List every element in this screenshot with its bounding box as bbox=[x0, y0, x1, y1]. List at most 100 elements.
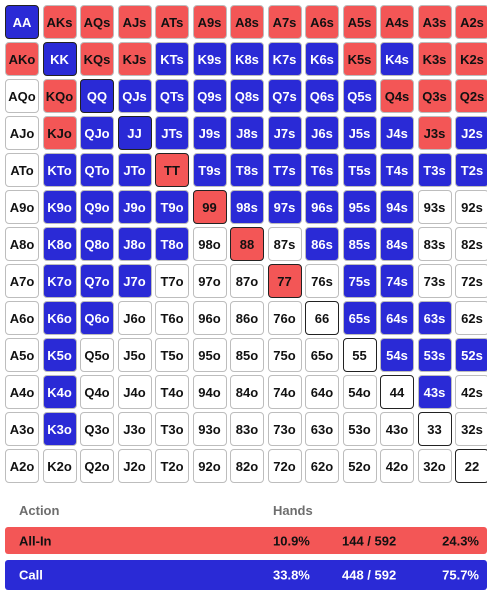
hand-cell[interactable]: 32s bbox=[455, 412, 487, 446]
hand-cell[interactable]: J6s bbox=[305, 116, 339, 150]
hand-cell[interactable]: J7s bbox=[267, 116, 302, 150]
hand-cell[interactable]: A4s bbox=[380, 5, 414, 39]
hand-cell[interactable]: T7o bbox=[155, 264, 189, 298]
hand-cell[interactable]: J9s bbox=[192, 116, 227, 150]
hand-cell[interactable]: A3o bbox=[5, 412, 39, 446]
hand-cell[interactable]: J3o bbox=[117, 412, 152, 446]
hand-cell[interactable]: JTo bbox=[117, 153, 152, 187]
hand-cell[interactable]: T4o bbox=[155, 375, 189, 409]
hand-cell[interactable]: 95s bbox=[342, 190, 377, 224]
hand-cell[interactable]: 42o bbox=[380, 449, 414, 483]
hand-cell[interactable]: ATo bbox=[5, 153, 39, 187]
hand-cell[interactable]: K4o bbox=[42, 375, 77, 409]
hand-cell[interactable]: Q7o bbox=[80, 264, 114, 298]
hand-cell[interactable]: 87o bbox=[230, 264, 264, 298]
hand-cell[interactable]: 33 bbox=[417, 412, 452, 446]
hand-cell[interactable]: 73s bbox=[417, 264, 452, 298]
hand-cell[interactable]: AJs bbox=[117, 5, 152, 39]
hand-cell[interactable]: T6o bbox=[155, 301, 189, 335]
hand-cell[interactable]: AA bbox=[5, 5, 39, 39]
hand-cell[interactable]: QQ bbox=[80, 79, 114, 113]
hand-cell[interactable]: 76o bbox=[267, 301, 302, 335]
hand-cell[interactable]: K6o bbox=[42, 301, 77, 335]
hand-cell[interactable]: 76s bbox=[305, 264, 339, 298]
hand-cell[interactable]: 53s bbox=[417, 338, 452, 372]
hand-cell[interactable]: 32o bbox=[417, 449, 452, 483]
hand-cell[interactable]: Q2s bbox=[455, 79, 487, 113]
hand-cell[interactable]: T2o bbox=[155, 449, 189, 483]
hand-cell[interactable]: 96s bbox=[305, 190, 339, 224]
hand-cell[interactable]: QJs bbox=[117, 79, 152, 113]
hand-cell[interactable]: T5s bbox=[342, 153, 377, 187]
hand-cell[interactable]: A6o bbox=[5, 301, 39, 335]
hand-cell[interactable]: T8s bbox=[230, 153, 264, 187]
hand-cell[interactable]: Q3o bbox=[80, 412, 114, 446]
hand-cell[interactable]: 52o bbox=[342, 449, 377, 483]
hand-cell[interactable]: J2o bbox=[117, 449, 152, 483]
hand-cell[interactable]: KK bbox=[42, 42, 77, 76]
hand-cell[interactable]: AQs bbox=[80, 5, 114, 39]
hand-cell[interactable]: K8o bbox=[42, 227, 77, 261]
hand-cell[interactable]: A9s bbox=[192, 5, 227, 39]
hand-cell[interactable]: Q2o bbox=[80, 449, 114, 483]
hand-cell[interactable]: Q7s bbox=[267, 79, 302, 113]
hand-cell[interactable]: 88 bbox=[230, 227, 264, 261]
hand-cell[interactable]: 54s bbox=[380, 338, 414, 372]
hand-cell[interactable]: 75s bbox=[342, 264, 377, 298]
hand-cell[interactable]: KJo bbox=[42, 116, 77, 150]
hand-cell[interactable]: A7o bbox=[5, 264, 39, 298]
hand-cell[interactable]: A8o bbox=[5, 227, 39, 261]
hand-cell[interactable]: T5o bbox=[155, 338, 189, 372]
hand-cell[interactable]: 83s bbox=[417, 227, 452, 261]
hand-cell[interactable]: A5s bbox=[342, 5, 377, 39]
hand-cell[interactable]: K9s bbox=[192, 42, 227, 76]
hand-cell[interactable]: QTo bbox=[80, 153, 114, 187]
hand-cell[interactable]: K7o bbox=[42, 264, 77, 298]
hand-cell[interactable]: A3s bbox=[417, 5, 452, 39]
hand-cell[interactable]: 95o bbox=[192, 338, 227, 372]
hand-cell[interactable]: A6s bbox=[305, 5, 339, 39]
hand-cell[interactable]: K8s bbox=[230, 42, 264, 76]
hand-cell[interactable]: 44 bbox=[380, 375, 414, 409]
hand-cell[interactable]: 22 bbox=[455, 449, 487, 483]
hand-cell[interactable]: 62o bbox=[305, 449, 339, 483]
hand-cell[interactable]: J7o bbox=[117, 264, 152, 298]
hand-cell[interactable]: TT bbox=[155, 153, 189, 187]
hand-cell[interactable]: J8s bbox=[230, 116, 264, 150]
hand-cell[interactable]: J4s bbox=[380, 116, 414, 150]
hand-cell[interactable]: 42s bbox=[455, 375, 487, 409]
hand-cell[interactable]: T3s bbox=[417, 153, 452, 187]
call-summary-row[interactable]: Call 33.8% 448 / 592 75.7% bbox=[5, 560, 487, 590]
hand-cell[interactable]: 65s bbox=[342, 301, 377, 335]
hand-cell[interactable]: 53o bbox=[342, 412, 377, 446]
hand-cell[interactable]: 97s bbox=[267, 190, 302, 224]
hand-cell[interactable]: Q9s bbox=[192, 79, 227, 113]
hand-cell[interactable]: 86o bbox=[230, 301, 264, 335]
hand-cell[interactable]: K7s bbox=[267, 42, 302, 76]
hand-cell[interactable]: T4s bbox=[380, 153, 414, 187]
hand-cell[interactable]: Q6s bbox=[305, 79, 339, 113]
hand-cell[interactable]: 83o bbox=[230, 412, 264, 446]
hand-cell[interactable]: KQs bbox=[80, 42, 114, 76]
hand-cell[interactable]: Q4s bbox=[380, 79, 414, 113]
hand-cell[interactable]: 93s bbox=[417, 190, 452, 224]
hand-cell[interactable]: K5s bbox=[342, 42, 377, 76]
hand-cell[interactable]: KTo bbox=[42, 153, 77, 187]
hand-cell[interactable]: QJo bbox=[80, 116, 114, 150]
hand-cell[interactable]: A2o bbox=[5, 449, 39, 483]
hand-cell[interactable]: 54o bbox=[342, 375, 377, 409]
hand-cell[interactable]: 62s bbox=[455, 301, 487, 335]
hand-cell[interactable]: T8o bbox=[155, 227, 189, 261]
hand-cell[interactable]: 64o bbox=[305, 375, 339, 409]
hand-cell[interactable]: K3o bbox=[42, 412, 77, 446]
hand-cell[interactable]: 84s bbox=[380, 227, 414, 261]
hand-cell[interactable]: A9o bbox=[5, 190, 39, 224]
hand-cell[interactable]: 98s bbox=[230, 190, 264, 224]
hand-cell[interactable]: A2s bbox=[455, 5, 487, 39]
hand-cell[interactable]: A4o bbox=[5, 375, 39, 409]
hand-cell[interactable]: Q6o bbox=[80, 301, 114, 335]
hand-cell[interactable]: ATs bbox=[155, 5, 189, 39]
hand-cell[interactable]: KJs bbox=[117, 42, 152, 76]
hand-cell[interactable]: 72o bbox=[267, 449, 302, 483]
hand-cell[interactable]: 85o bbox=[230, 338, 264, 372]
